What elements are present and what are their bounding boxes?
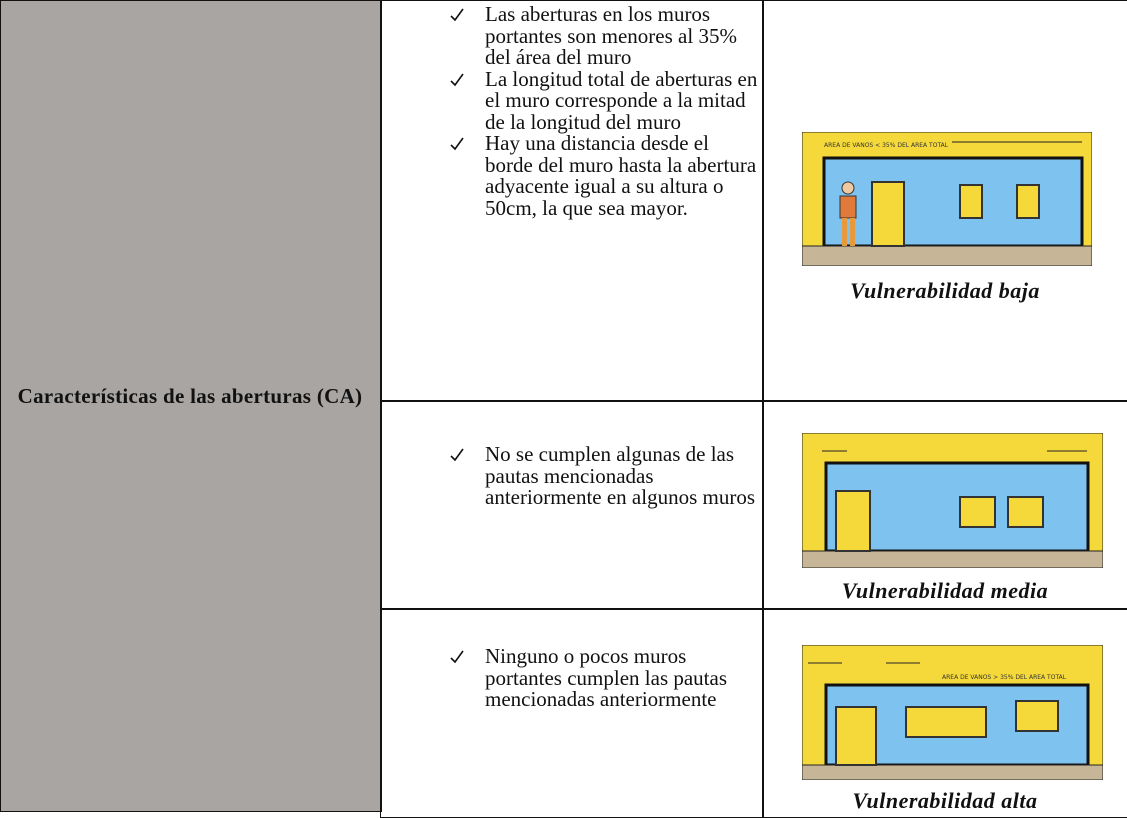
figure-note: AREA DE VANOS > 35% DEL AREA TOTAL: [942, 674, 1067, 681]
row-header: Características de las aberturas (CA): [17, 384, 363, 408]
caption: Vulnerabilidad media: [841, 578, 1049, 603]
wall-figure: [802, 433, 1103, 568]
figure-cell: [762, 400, 1127, 610]
wall-figure: AREA DE VANOS < 35% DEL AREA TOTAL: [802, 132, 1092, 266]
figure-note: AREA DE VANOS < 35% DEL AREA TOTAL: [824, 142, 949, 149]
criteria-list: No se cumplen algunas de las pautas menc…: [447, 442, 759, 509]
criterion-text: No se cumplen algunas de las pautas menc…: [485, 442, 756, 509]
criterion: Hay una distancia desde el borde del mur…: [447, 131, 759, 220]
criterion-text: Las aberturas en los muros portantes son…: [485, 2, 737, 69]
check-icon: [450, 650, 464, 664]
wall-figure: AREA DE VANOS > 35% DEL AREA TOTAL: [802, 645, 1103, 780]
criterion: Las aberturas en los muros portantes son…: [447, 2, 759, 69]
check-icon: [450, 137, 464, 151]
criteria-list: Ninguno o pocos muros portantes cumplen …: [447, 644, 759, 711]
criterion-text: La longitud total de aberturas en el mur…: [485, 66, 758, 134]
check-icon: [450, 8, 464, 22]
criterion: No se cumplen algunas de las pautas menc…: [447, 442, 759, 509]
figure-cell: [762, 0, 1127, 402]
criterion: La longitud total de aberturas en el mur…: [447, 66, 759, 134]
criterion-text: Ninguno o pocos muros portantes cumplen …: [485, 644, 728, 711]
header-cell: [0, 0, 382, 812]
criterion-text: Hay una distancia desde el borde del mur…: [485, 131, 757, 220]
criterion: Ninguno o pocos muros portantes cumplen …: [447, 644, 759, 711]
criteria-cell: [380, 608, 764, 818]
caption: Vulnerabilidad alta: [852, 788, 1038, 813]
caption: Vulnerabilidad baja: [850, 278, 1040, 303]
criteria-cell: [380, 0, 764, 402]
criteria-cell: [380, 400, 764, 610]
check-icon: [450, 73, 464, 86]
criteria-list: Las aberturas en los muros portantes son…: [447, 2, 759, 220]
check-icon: [450, 448, 464, 462]
